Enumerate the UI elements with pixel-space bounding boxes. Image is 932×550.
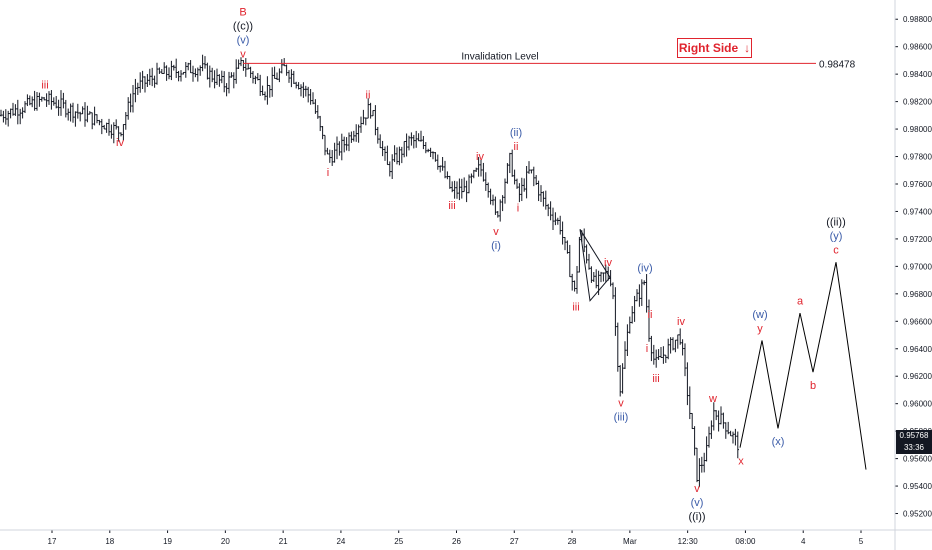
wave-label: v	[240, 48, 246, 60]
price-tick-label: 0.96000	[903, 400, 932, 409]
price-tick-label: 0.95200	[903, 510, 932, 519]
current-price-badge: 0.95768	[896, 429, 932, 442]
wave-label: iv	[677, 316, 685, 328]
ohlc-bars	[0, 54, 739, 488]
wave-label: iii	[41, 80, 48, 92]
price-tick-label: 0.97800	[903, 153, 932, 162]
wave-label: b	[810, 380, 816, 392]
time-tick-label: 17	[48, 537, 57, 546]
price-tick-label: 0.98200	[903, 98, 932, 107]
price-tick-label: 0.96400	[903, 345, 932, 354]
time-tick-label: 12:30	[678, 537, 699, 546]
triangle-outline	[579, 229, 611, 302]
price-axis[interactable]: 0.98800 0.98600 0.98400 0.98200 0.98000 0.978…	[895, 15, 932, 519]
wave-label: i	[327, 167, 329, 179]
time-tick-label: 20	[221, 537, 230, 546]
time-tick-label: 28	[568, 537, 577, 546]
invalidation-label: Invalidation Level	[461, 51, 538, 62]
callout-text: Right Side	[678, 41, 739, 55]
wave-label: ((ii))	[826, 217, 846, 229]
price-tick-label: 0.97400	[903, 207, 932, 216]
time-tick-label: 08:00	[735, 537, 756, 546]
wave-label: v	[493, 226, 499, 238]
price-tick-label: 0.96200	[903, 372, 932, 381]
wave-label: ii	[514, 141, 519, 153]
price-tick-label: 0.98800	[903, 15, 932, 24]
projection-path	[739, 262, 867, 470]
bar-countdown-badge: 33:36	[896, 441, 932, 454]
down-arrow-icon: ↓	[744, 41, 751, 55]
wave-label: y	[757, 323, 763, 335]
wave-label: (v)	[691, 497, 704, 509]
price-tick-label: 0.98000	[903, 125, 932, 134]
wave-label: iii	[652, 373, 659, 385]
projected-wave-path	[739, 262, 867, 470]
wave-label: i	[517, 203, 519, 215]
price-tick-label: 0.98400	[903, 70, 932, 79]
wave-label: ii	[648, 309, 653, 321]
price-tick-label: 0.97600	[903, 180, 932, 189]
time-tick-label: 27	[510, 537, 519, 546]
wave-labels: B((c))(v)viiiiviiiiiiivv(i)(ii)iiiiiiivv…	[41, 6, 845, 522]
wave-label: (x)	[772, 436, 785, 448]
wave-label: ((c))	[233, 20, 253, 32]
time-tick-label: 21	[279, 537, 288, 546]
wave-label: v	[618, 398, 624, 410]
wave-label: iii	[572, 302, 579, 314]
price-tick-label: 0.98600	[903, 43, 932, 52]
price-tick-label: 0.96600	[903, 317, 932, 326]
right-side-callout: Right Side ↓	[677, 38, 752, 58]
time-tick-label: 18	[105, 537, 114, 546]
wave-label: B	[239, 6, 246, 18]
price-tick-label: 0.97200	[903, 235, 932, 244]
wave-label: i	[646, 343, 648, 355]
wave-label: (y)	[830, 231, 843, 243]
price-tick-label: 0.96800	[903, 290, 932, 299]
wave-label: ii	[366, 89, 371, 101]
wave-label: (ii)	[510, 127, 522, 139]
time-tick-label: 5	[859, 537, 864, 546]
wave-label: iv	[604, 257, 612, 269]
time-tick-label: 26	[452, 537, 461, 546]
invalidation-line: Invalidation Level 0.98478	[243, 51, 856, 70]
wave-label: a	[797, 295, 804, 307]
wave-label: (v)	[237, 34, 250, 46]
time-tick-label: Mar	[623, 537, 637, 546]
time-tick-label: 4	[801, 537, 806, 546]
time-axis[interactable]: 17 18 19 20 21 24 25 26 27 28 Mar 12:30 08:00 4 5	[48, 530, 864, 546]
triangle-pattern	[579, 229, 611, 302]
price-tick-label: 0.95600	[903, 455, 932, 464]
wave-label: ((i))	[688, 511, 705, 523]
wave-label: iii	[448, 200, 455, 212]
wave-label: iv	[476, 151, 484, 163]
wave-label: x	[738, 455, 744, 467]
wave-label: (iii)	[614, 412, 629, 424]
price-tick-label: 0.95400	[903, 482, 932, 491]
time-tick-label: 24	[336, 537, 345, 546]
wave-label: c	[833, 245, 839, 257]
price-tick-label: 0.97000	[903, 262, 932, 271]
wave-label: w	[708, 393, 717, 405]
wave-label: iv	[116, 137, 124, 149]
time-tick-label: 19	[163, 537, 172, 546]
wave-label: v	[694, 483, 700, 495]
invalidation-value: 0.98478	[819, 59, 856, 70]
wave-label: (w)	[752, 309, 767, 321]
wave-label: (i)	[491, 240, 501, 252]
wave-label: (iv)	[637, 262, 652, 274]
time-tick-label: 25	[394, 537, 403, 546]
